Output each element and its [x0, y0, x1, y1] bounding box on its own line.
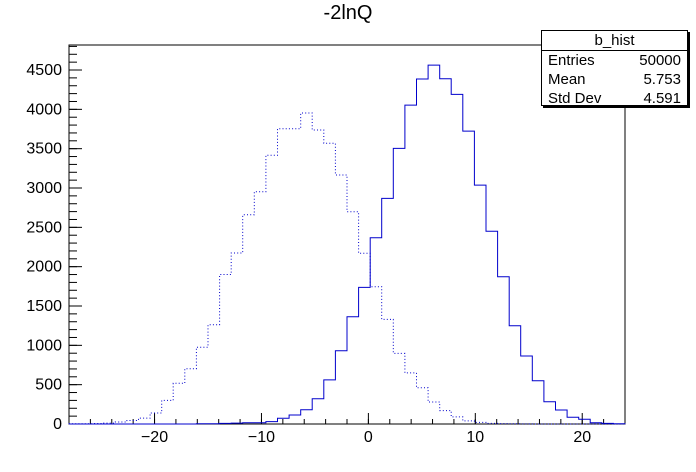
x-axis-tick-label: 0 [364, 429, 373, 446]
b_hist-line[interactable] [69, 64, 626, 425]
stats-label: Entries [548, 52, 595, 69]
y-axis-tick-label: 4000 [26, 101, 62, 118]
x-axis-tick-label: −10 [248, 429, 275, 446]
stats-row-stddev: Std Dev 4.591 [542, 89, 687, 108]
y-axis-tick-label: 0 [53, 416, 62, 433]
x-axis-tick-label: 20 [573, 429, 591, 446]
y-axis-tick-label: 3500 [26, 141, 62, 158]
x-axis-tick-label: 10 [466, 429, 484, 446]
y-axis-tick-label: 3000 [26, 180, 62, 197]
x-axis-tick-label: −20 [141, 429, 168, 446]
y-axis-tick-label: 500 [35, 377, 62, 394]
stats-value: 50000 [639, 52, 681, 69]
y-axis-tick-label: 1000 [26, 337, 62, 354]
y-axis-tick-label: 2000 [26, 259, 62, 276]
y-axis-tick-label: 4500 [26, 62, 62, 79]
dotted_histogram-line[interactable] [68, 112, 625, 425]
stats-row-entries: Entries 50000 [542, 51, 687, 70]
stats-value: 4.591 [643, 90, 681, 107]
stats-label: Std Dev [548, 90, 602, 107]
stats-row-mean: Mean 5.753 [542, 70, 687, 89]
y-axis-tick-label: 2500 [26, 219, 62, 236]
stats-box-title: b_hist [542, 31, 687, 51]
stats-value: 5.753 [643, 71, 681, 88]
stats-label: Mean [548, 71, 586, 88]
plot-title: -2lnQ [323, 2, 373, 24]
y-axis-tick-label: 1500 [26, 298, 62, 315]
stats-box[interactable]: b_hist Entries 50000 Mean 5.753 Std Dev … [541, 30, 688, 108]
